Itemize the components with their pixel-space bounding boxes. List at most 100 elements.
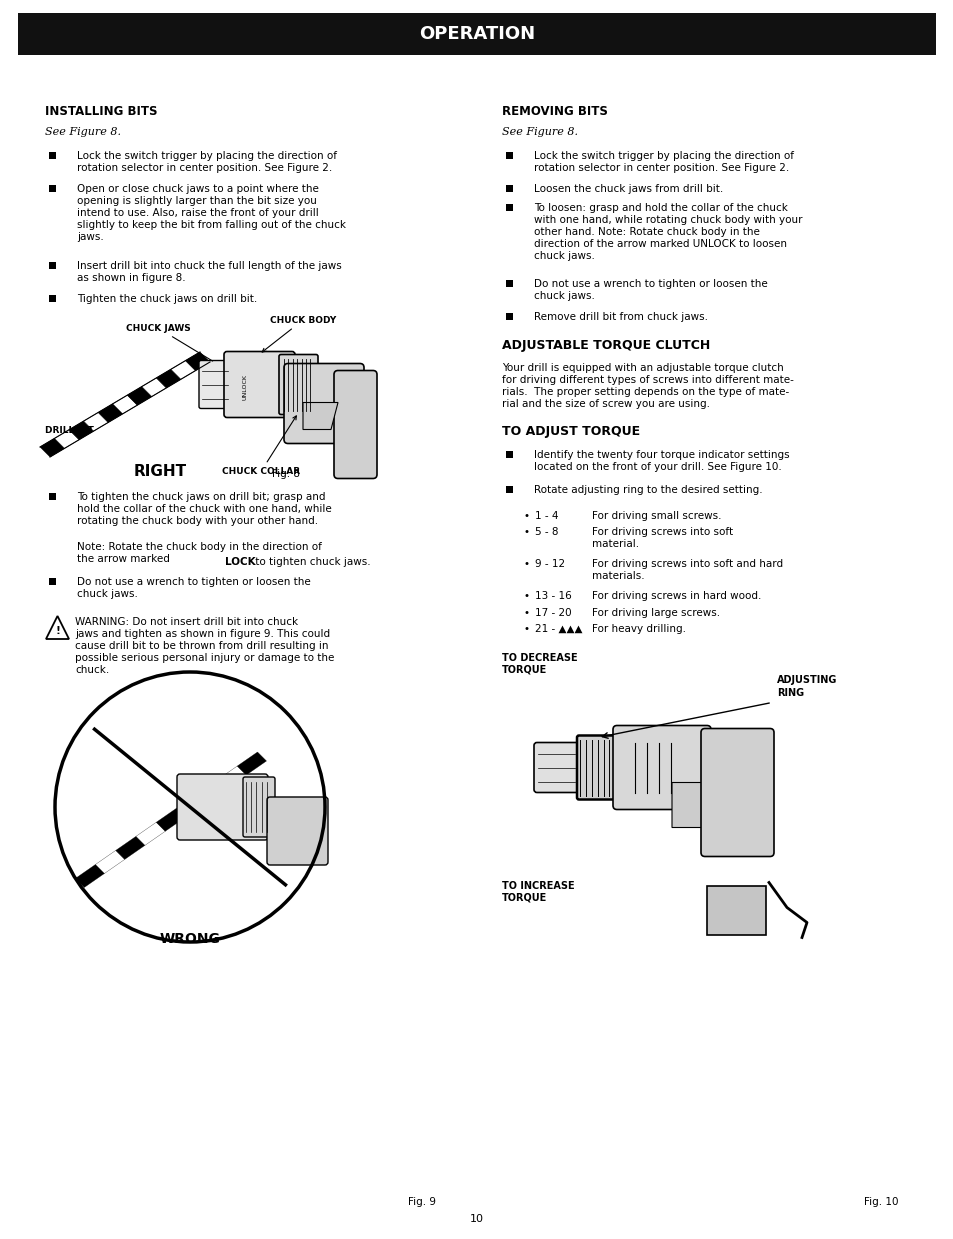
Text: To loosen: grasp and hold the collar of the chuck
with one hand, while rotating : To loosen: grasp and hold the collar of … — [534, 202, 801, 260]
Text: Insert drill bit into chuck the full length of the jaws
as shown in figure 8.: Insert drill bit into chuck the full len… — [77, 260, 341, 282]
Text: To tighten the chuck jaws on drill bit; grasp and
hold the collar of the chuck w: To tighten the chuck jaws on drill bit; … — [77, 492, 332, 527]
Text: to tighten chuck jaws.: to tighten chuck jaws. — [252, 556, 370, 566]
Text: Do not use a wrench to tighten or loosen the
chuck jaws.: Do not use a wrench to tighten or loosen… — [77, 577, 311, 598]
Polygon shape — [69, 421, 93, 440]
Text: TO INCREASE
TORQUE: TO INCREASE TORQUE — [501, 881, 574, 903]
Text: For driving screws into soft and hard
materials.: For driving screws into soft and hard ma… — [592, 559, 782, 581]
Text: •: • — [523, 624, 530, 634]
Polygon shape — [303, 403, 337, 430]
Bar — [505, 152, 512, 159]
Text: For driving screws into soft
material.: For driving screws into soft material. — [592, 527, 732, 549]
Text: 17 - 20: 17 - 20 — [535, 607, 571, 617]
FancyBboxPatch shape — [267, 797, 328, 865]
Text: CHUCK COLLAR: CHUCK COLLAR — [222, 416, 300, 476]
Text: See Figure 8.: See Figure 8. — [45, 128, 121, 138]
FancyBboxPatch shape — [613, 726, 710, 809]
Text: ADJUSTING
RING: ADJUSTING RING — [776, 675, 837, 698]
Text: Identify the twenty four torque indicator settings
located on the front of your : Identify the twenty four torque indicato… — [534, 450, 789, 472]
Polygon shape — [115, 836, 145, 860]
Polygon shape — [112, 395, 137, 414]
Bar — [49, 295, 55, 301]
Text: CHUCK JAWS: CHUCK JAWS — [126, 323, 213, 361]
Text: REMOVING BITS: REMOVING BITS — [501, 105, 607, 118]
Text: RIGHT: RIGHT — [133, 463, 187, 479]
Text: •: • — [523, 527, 530, 536]
Text: •: • — [523, 510, 530, 520]
FancyBboxPatch shape — [177, 774, 268, 840]
Text: For driving screws in hard wood.: For driving screws in hard wood. — [592, 591, 760, 601]
Text: Fig. 10: Fig. 10 — [863, 1197, 898, 1207]
Text: LOCK: LOCK — [225, 556, 255, 566]
Text: !: ! — [55, 626, 60, 636]
Bar — [505, 186, 512, 192]
Polygon shape — [54, 430, 79, 449]
Polygon shape — [95, 850, 125, 873]
Polygon shape — [127, 387, 152, 405]
Polygon shape — [185, 352, 210, 370]
FancyBboxPatch shape — [534, 742, 581, 793]
FancyBboxPatch shape — [224, 352, 294, 418]
Polygon shape — [237, 752, 266, 776]
Text: 13 - 16: 13 - 16 — [535, 591, 571, 601]
Bar — [49, 261, 55, 269]
Text: Your drill is equipped with an adjustable torque clutch
for driving different ty: Your drill is equipped with an adjustabl… — [501, 363, 793, 409]
Text: 10: 10 — [470, 1214, 483, 1224]
Polygon shape — [142, 378, 166, 396]
Text: •: • — [523, 607, 530, 617]
Text: Do not use a wrench to tighten or loosen the
chuck jaws.: Do not use a wrench to tighten or loosen… — [534, 279, 767, 301]
Text: See Figure 8.: See Figure 8. — [501, 128, 578, 138]
FancyBboxPatch shape — [706, 886, 765, 934]
Bar — [505, 486, 512, 493]
Text: WARNING: Do not insert drill bit into chuck
jaws and tighten as shown in figure : WARNING: Do not insert drill bit into ch… — [75, 617, 334, 675]
Text: For driving small screws.: For driving small screws. — [592, 510, 720, 520]
Polygon shape — [671, 783, 711, 828]
FancyBboxPatch shape — [243, 777, 274, 838]
Text: WRONG: WRONG — [159, 932, 220, 947]
Bar — [18, 12, 935, 55]
Text: OPERATION: OPERATION — [418, 25, 535, 43]
Text: UNLOCK: UNLOCK — [242, 373, 247, 399]
Text: CHUCK BODY: CHUCK BODY — [262, 316, 335, 352]
Text: For heavy drilling.: For heavy drilling. — [592, 624, 685, 634]
Polygon shape — [46, 616, 69, 639]
Polygon shape — [196, 781, 226, 803]
Polygon shape — [176, 794, 206, 818]
Polygon shape — [216, 766, 246, 789]
Text: For driving large screws.: For driving large screws. — [592, 607, 720, 617]
Text: 21 - ▲▲▲: 21 - ▲▲▲ — [535, 624, 582, 634]
Polygon shape — [75, 865, 105, 887]
Text: Fig. 8: Fig. 8 — [272, 470, 299, 479]
Bar — [49, 579, 55, 585]
Text: DRILL BIT: DRILL BIT — [45, 425, 93, 435]
Polygon shape — [98, 404, 123, 422]
Text: Fig. 9: Fig. 9 — [408, 1197, 436, 1207]
Text: 9 - 12: 9 - 12 — [535, 559, 564, 569]
Bar — [49, 186, 55, 192]
Text: Lock the switch trigger by placing the direction of
rotation selector in center : Lock the switch trigger by placing the d… — [77, 151, 336, 173]
Text: Note: Rotate the chuck body in the direction of
the arrow marked: Note: Rotate the chuck body in the direc… — [77, 541, 321, 564]
FancyBboxPatch shape — [199, 361, 231, 409]
FancyBboxPatch shape — [278, 354, 317, 415]
Bar — [505, 451, 512, 457]
Text: Remove drill bit from chuck jaws.: Remove drill bit from chuck jaws. — [534, 312, 707, 322]
Polygon shape — [171, 361, 195, 379]
Polygon shape — [156, 808, 185, 831]
Polygon shape — [156, 369, 181, 388]
FancyBboxPatch shape — [577, 736, 618, 799]
Text: ADJUSTABLE TORQUE CLUTCH: ADJUSTABLE TORQUE CLUTCH — [501, 338, 709, 352]
Text: 1 - 4: 1 - 4 — [535, 510, 558, 520]
Text: Open or close chuck jaws to a point where the
opening is slightly larger than th: Open or close chuck jaws to a point wher… — [77, 185, 346, 242]
FancyBboxPatch shape — [284, 363, 364, 444]
Bar — [505, 313, 512, 320]
Text: •: • — [523, 591, 530, 601]
Text: Rotate adjusting ring to the desired setting.: Rotate adjusting ring to the desired set… — [534, 484, 761, 494]
Text: Tighten the chuck jaws on drill bit.: Tighten the chuck jaws on drill bit. — [77, 294, 257, 304]
Polygon shape — [136, 823, 165, 845]
Polygon shape — [40, 439, 65, 457]
Text: Loosen the chuck jaws from drill bit.: Loosen the chuck jaws from drill bit. — [534, 185, 722, 195]
Bar — [49, 152, 55, 159]
Text: INSTALLING BITS: INSTALLING BITS — [45, 105, 157, 118]
Text: Lock the switch trigger by placing the direction of
rotation selector in center : Lock the switch trigger by placing the d… — [534, 151, 793, 173]
Bar — [505, 203, 512, 211]
FancyBboxPatch shape — [700, 729, 773, 856]
